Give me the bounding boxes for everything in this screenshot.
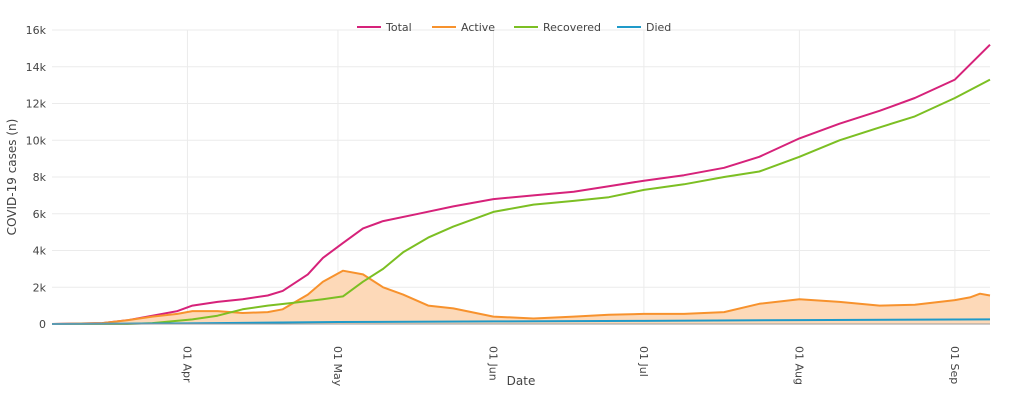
legend-label: Total [385,21,412,34]
x-tick-labels: 01 Apr 01 May 01 Jun 01 Jul 01 Aug 01 Sep [180,346,960,387]
y-axis-title: COVID-19 cases (n) [5,119,19,236]
y-tick-label: 16k [26,24,47,37]
y-tick-label: 4k [33,245,47,258]
x-tick-label: 01 May [331,346,344,387]
legend-item-died[interactable]: Died [617,21,671,34]
y-tick-label: 6k [33,208,47,221]
series-line-recovered [52,78,991,325]
y-tick-label: 10k [26,134,47,147]
gridlines [52,29,990,324]
y-tick-labels: 0 2k 4k 6k 8k 10k 12k 14k 16k [26,24,47,331]
legend-item-recovered[interactable]: Recovered [514,21,601,34]
series-layer [51,43,991,325]
y-tick-label: 14k [26,61,47,74]
series-line-died [51,318,991,325]
legend-label: Active [461,21,495,34]
series-area-active [52,270,990,324]
legend-item-active[interactable]: Active [432,21,495,34]
series-line-active [51,269,991,325]
series-line-total [51,43,991,325]
y-tick-label: 2k [33,281,47,294]
legend-label: Died [646,21,671,34]
x-axis-title: Date [507,374,536,388]
legend-item-total[interactable]: Total [357,21,412,34]
x-tick-label: 01 Jul [637,346,650,377]
x-tick-label: 01 Sep [948,346,961,384]
x-tick-label: 01 Apr [180,346,193,383]
legend-label: Recovered [543,21,601,34]
y-tick-label: 0 [39,318,46,331]
legend: Total Active Recovered Died [357,21,671,34]
y-tick-label: 8k [33,171,47,184]
x-tick-label: 01 Jun [486,346,499,381]
x-tick-label: 01 Aug [792,346,805,385]
y-tick-label: 12k [26,98,47,111]
